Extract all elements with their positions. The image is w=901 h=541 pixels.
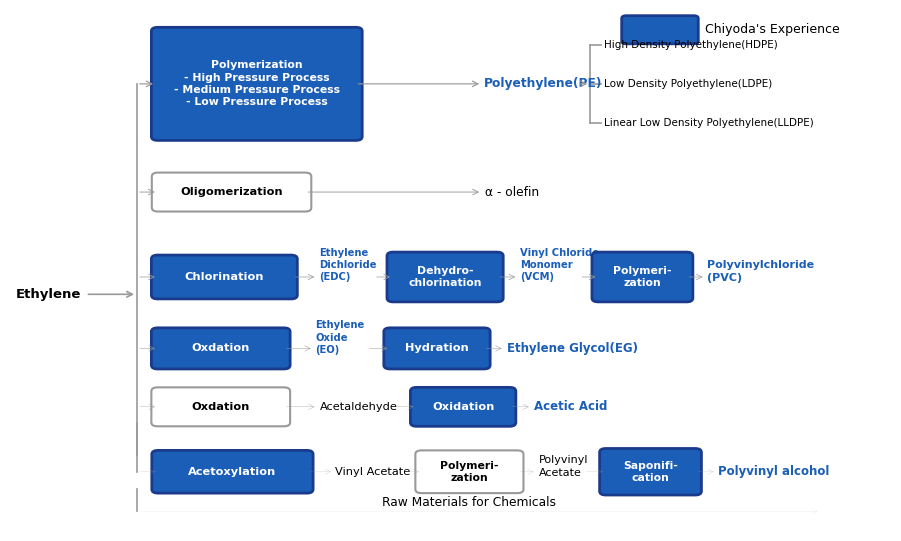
Text: Acetaldehyde: Acetaldehyde	[320, 402, 397, 412]
FancyBboxPatch shape	[600, 448, 701, 495]
FancyBboxPatch shape	[151, 28, 362, 141]
Text: Ethylene: Ethylene	[16, 288, 82, 301]
Text: Polyvinyl alcohol: Polyvinyl alcohol	[718, 465, 830, 478]
FancyBboxPatch shape	[411, 387, 515, 426]
Text: Low Density Polyethylene(LDPE): Low Density Polyethylene(LDPE)	[604, 79, 772, 89]
Text: Oxidation: Oxidation	[432, 402, 495, 412]
Text: Polyvinyl
Acetate: Polyvinyl Acetate	[539, 455, 588, 478]
FancyBboxPatch shape	[387, 252, 503, 302]
Text: Polyethylene(PE): Polyethylene(PE)	[484, 77, 602, 90]
Text: Oligomerization: Oligomerization	[180, 187, 283, 197]
Text: Acetoxylation: Acetoxylation	[188, 467, 277, 477]
Text: Vinyl Acetate: Vinyl Acetate	[335, 467, 411, 477]
Text: Oxdation: Oxdation	[192, 402, 250, 412]
Text: Polymeri-
zation: Polymeri- zation	[614, 266, 671, 288]
Text: Polyvinylchloride
(PVC): Polyvinylchloride (PVC)	[707, 260, 815, 283]
Text: Chlorination: Chlorination	[185, 272, 264, 282]
Text: Vinyl Chloride
Monomer
(VCM): Vinyl Chloride Monomer (VCM)	[520, 248, 599, 282]
FancyBboxPatch shape	[415, 450, 523, 493]
FancyBboxPatch shape	[151, 328, 290, 369]
FancyBboxPatch shape	[151, 450, 314, 493]
Text: Hydration: Hydration	[405, 344, 469, 353]
Text: High Density Polyethylene(HDPE): High Density Polyethylene(HDPE)	[604, 40, 778, 50]
Text: Chiyoda's Experience: Chiyoda's Experience	[705, 23, 840, 36]
Text: α - olefin: α - olefin	[485, 186, 539, 199]
Text: Saponifi-
cation: Saponifi- cation	[623, 460, 678, 483]
Text: Oxdation: Oxdation	[192, 344, 250, 353]
FancyBboxPatch shape	[384, 328, 490, 369]
Text: Polymerization
- High Pressure Process
- Medium Pressure Process
- Low Pressure : Polymerization - High Pressure Process -…	[174, 60, 340, 108]
FancyBboxPatch shape	[151, 173, 312, 212]
Text: Raw Materials for Chemicals: Raw Materials for Chemicals	[381, 496, 556, 509]
Text: Ethylene
Oxide
(EO): Ethylene Oxide (EO)	[315, 320, 365, 355]
FancyBboxPatch shape	[622, 16, 698, 44]
FancyBboxPatch shape	[592, 252, 693, 302]
Text: Ethylene
Dichloride
(EDC): Ethylene Dichloride (EDC)	[319, 248, 377, 282]
FancyBboxPatch shape	[151, 255, 297, 299]
Text: Linear Low Density Polyethylene(LLDPE): Linear Low Density Polyethylene(LLDPE)	[604, 118, 814, 128]
Text: Dehydro-
chlorination: Dehydro- chlorination	[408, 266, 482, 288]
Text: Polymeri-
zation: Polymeri- zation	[441, 460, 498, 483]
FancyBboxPatch shape	[151, 387, 290, 426]
Text: Ethylene Glycol(EG): Ethylene Glycol(EG)	[507, 342, 638, 355]
Text: Acetic Acid: Acetic Acid	[534, 400, 607, 413]
